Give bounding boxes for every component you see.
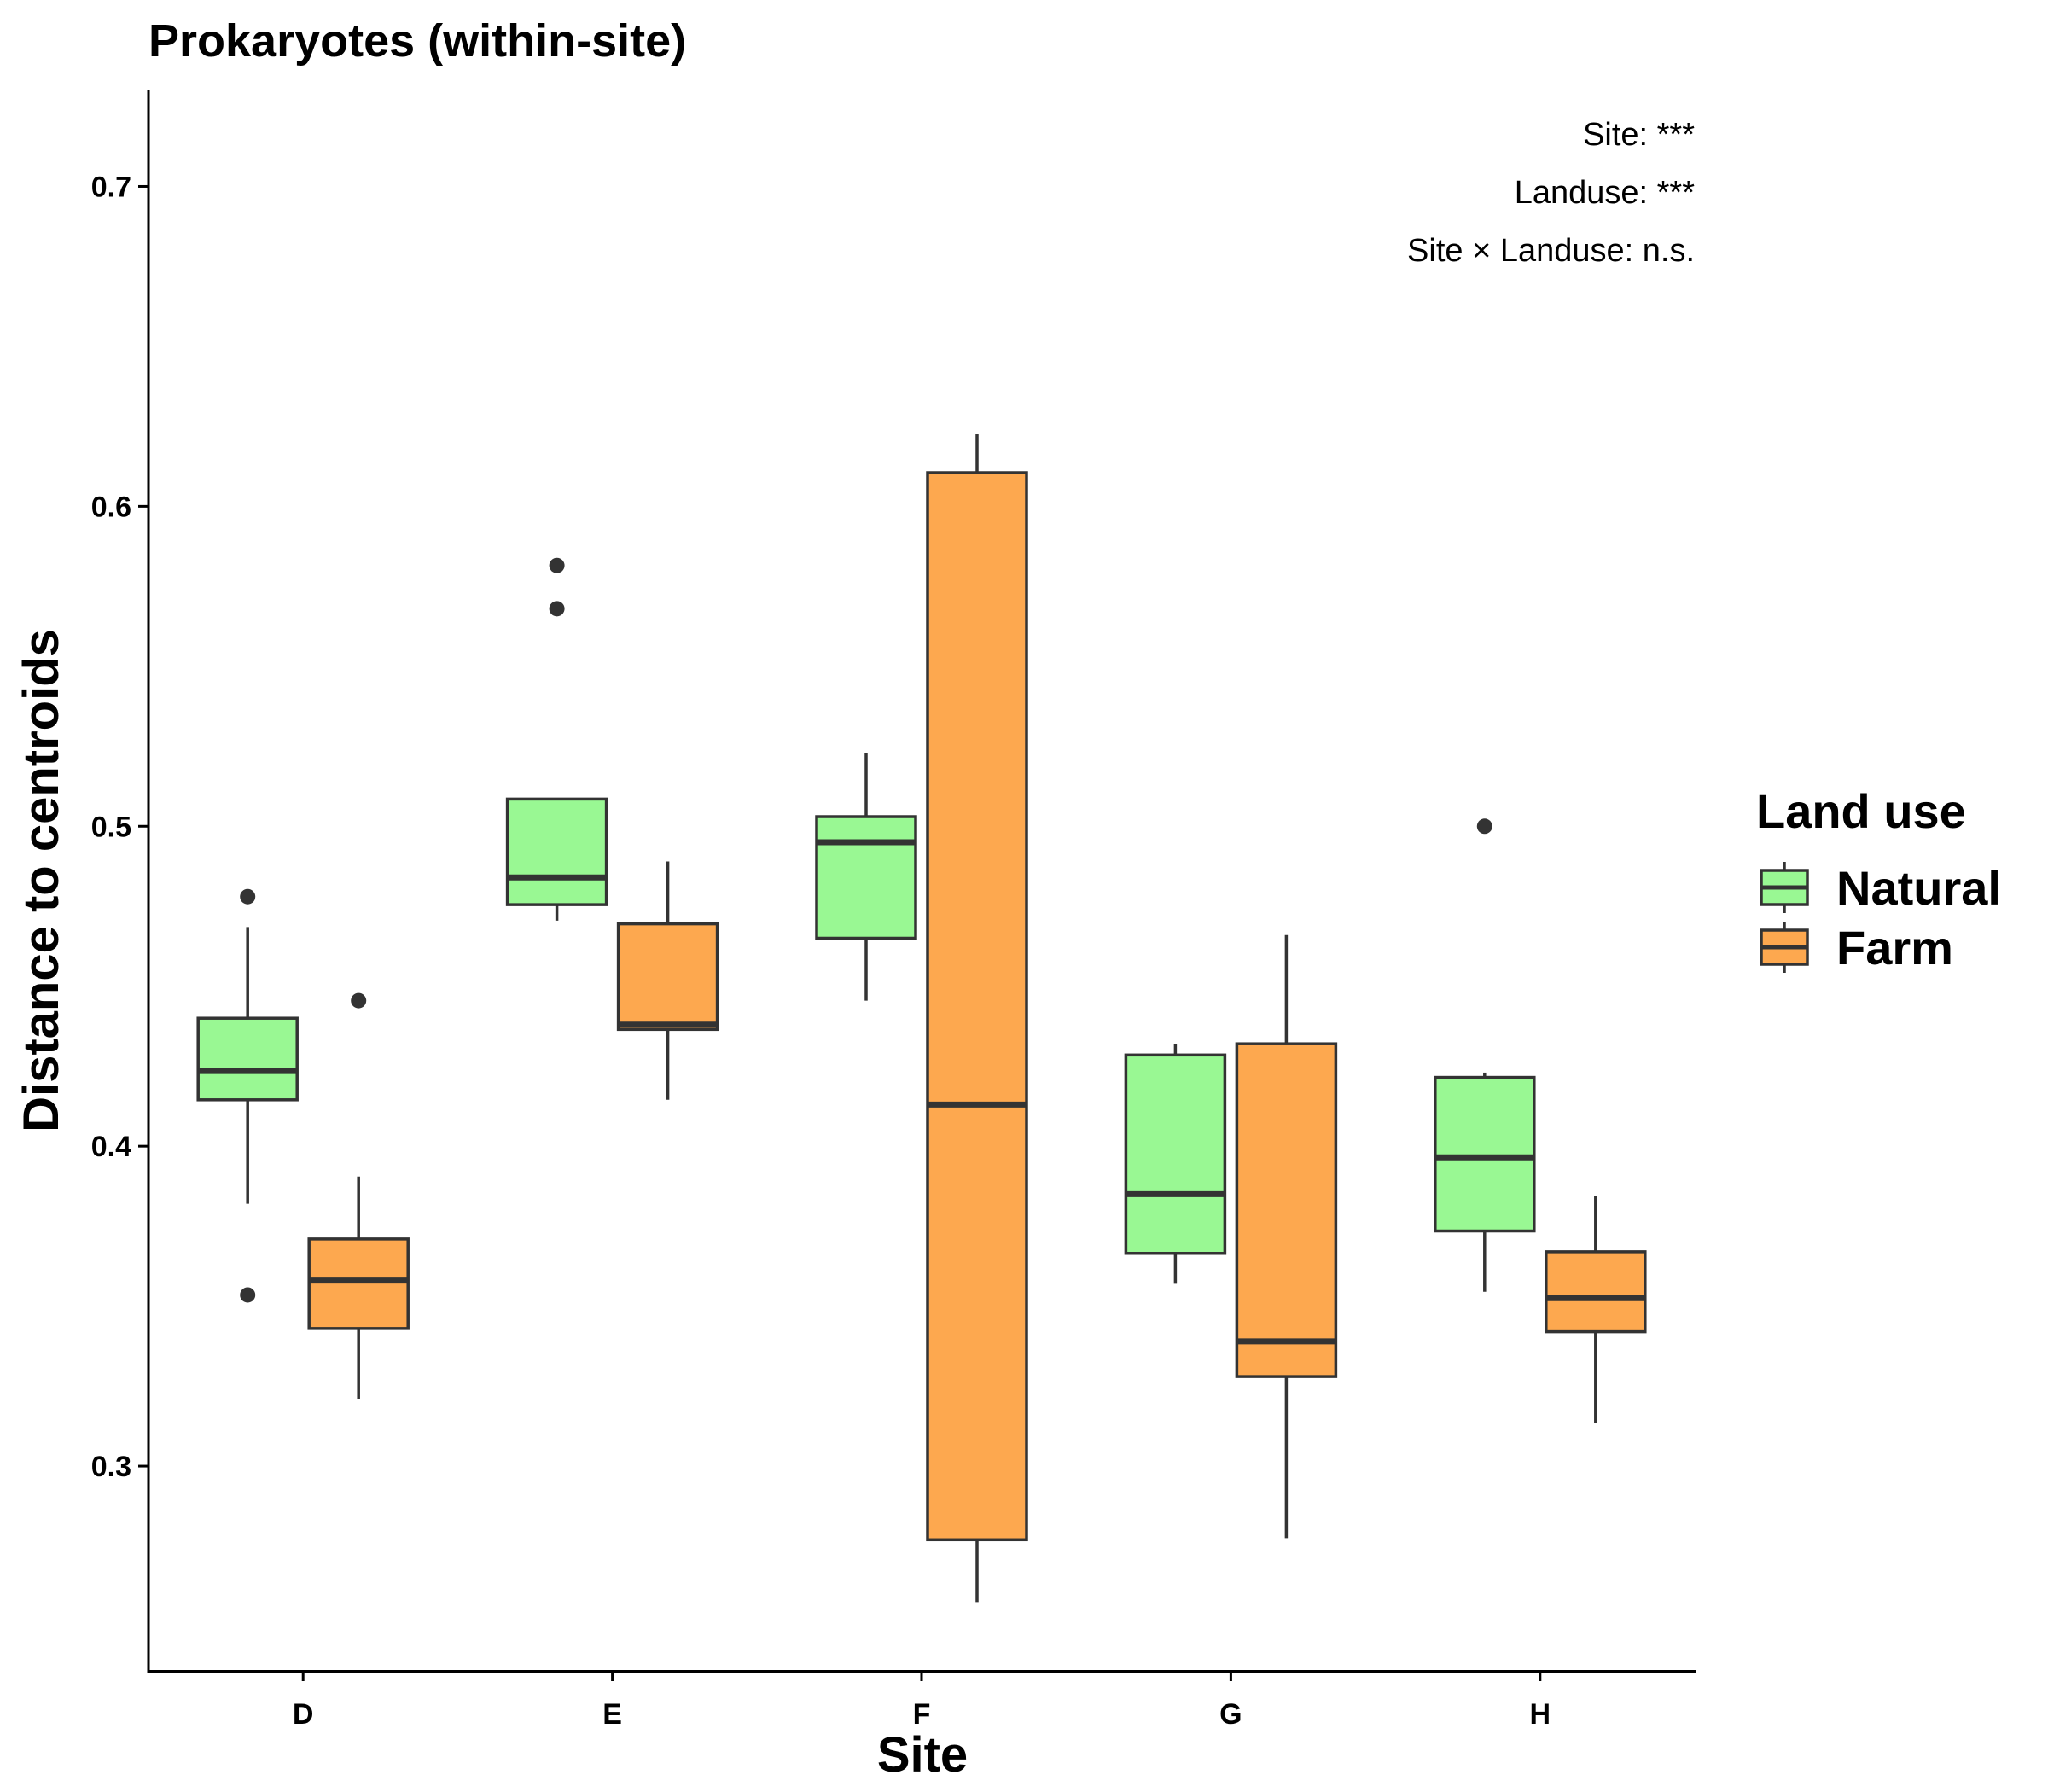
outlier-natural-E-1 [549,601,565,617]
outlier-natural-D-1 [240,1287,256,1303]
box-body-natural-F [815,815,917,940]
box-body-farm-F [926,471,1028,1542]
box-natural-G [1124,1044,1227,1284]
box-farm-F [926,434,1028,1603]
outlier-natural-H-0 [1476,818,1492,835]
y-axis-ticks: 0.3 0.4 0.5 0.6 0.7 [91,171,148,1483]
legend-label-farm: Farm [1836,921,1953,975]
annotation-site: Site: *** [1583,117,1695,153]
y-tick-label-0: 0.3 [91,1451,131,1483]
box-farm-E [616,861,719,1100]
box-body-farm-H [1545,1250,1647,1334]
x-tick-label-F: F [913,1698,931,1731]
plot-marks [196,434,1647,1603]
x-tick-label-G: G [1219,1698,1242,1731]
x-tick-label-H: H [1530,1698,1551,1731]
box-body-natural-G [1124,1053,1227,1255]
box-natural-D [196,888,299,1303]
legend-entry-natural: Natural [1760,861,2001,915]
x-axis-title: Site [877,1727,968,1783]
y-tick-label-1: 0.4 [91,1131,131,1163]
outlier-natural-D-0 [240,888,256,905]
y-tick-label-2: 0.5 [91,811,131,843]
x-tick-label-D: D [293,1698,314,1731]
y-tick-label-3: 0.6 [91,491,131,523]
box-farm-H [1545,1196,1647,1423]
legend-entry-farm: Farm [1760,921,1953,975]
legend: Land use Natural Farm [1756,784,2001,975]
box-body-farm-D [307,1237,410,1330]
box-body-farm-G [1235,1042,1338,1378]
annotation-interaction: Site × Landuse: n.s. [1407,233,1695,269]
legend-label-natural: Natural [1836,861,2001,915]
y-axis-title: Distance to centroids [14,629,69,1132]
annotations: Site: *** Landuse: *** Site × Landuse: n… [1407,117,1695,269]
box-farm-D [307,992,410,1399]
box-body-natural-H [1434,1075,1536,1233]
annotation-landuse: Landuse: *** [1515,175,1695,211]
box-natural-H [1434,818,1536,1292]
box-body-natural-D [196,1016,299,1102]
box-farm-G [1235,934,1338,1539]
box-natural-E [505,557,608,921]
outlier-natural-E-0 [549,557,565,573]
box-natural-F [815,753,917,1001]
x-tick-label-E: E [602,1698,622,1731]
box-body-farm-E [616,922,719,1032]
x-axis-ticks: D E F G H [293,1671,1551,1731]
chart-title: Prokaryotes (within-site) [148,15,686,67]
y-tick-label-4: 0.7 [91,171,131,203]
legend-title: Land use [1756,784,1966,838]
box-body-natural-E [505,797,608,906]
outlier-farm-D-0 [351,992,367,1009]
